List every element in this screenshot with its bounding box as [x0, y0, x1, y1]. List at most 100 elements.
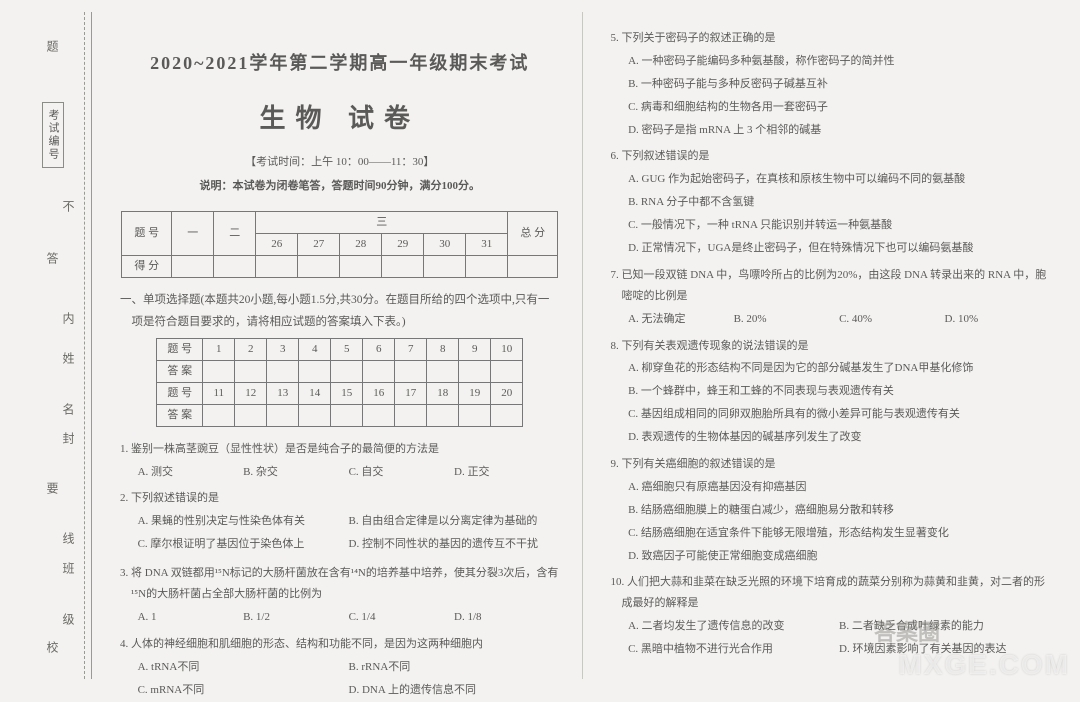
score-sub: 30: [424, 234, 466, 256]
q5-opt-a: A. 一种密码子能编码多种氨基酸，称作密码子的简并性: [611, 51, 1051, 72]
margin-char: 要: [44, 482, 61, 512]
margin-name-field: 姓 名: [60, 352, 77, 433]
q6-opt-b: B. RNA 分子中都不含氢键: [611, 192, 1051, 213]
q9-stem: 9. 下列有关癌细胞的叙述错误的是: [611, 454, 1051, 475]
q2-opt-d: D. 控制不同性状的基因的遗传互不干扰: [349, 534, 560, 555]
ans-cell: [427, 404, 459, 426]
margin-char: 封: [60, 432, 77, 462]
ans-num: 20: [491, 382, 523, 404]
ans-num: 4: [299, 339, 331, 361]
ans-num: 6: [363, 339, 395, 361]
score-cell: [340, 256, 382, 278]
ans-cell: [331, 404, 363, 426]
q10-opt-b: B. 二者缺乏合成叶绿素的能力: [839, 616, 1050, 637]
score-cell: [172, 256, 214, 278]
q10-options: A. 二者均发生了遗传信息的改变 B. 二者缺乏合成叶绿素的能力 C. 黑暗中植…: [611, 616, 1051, 662]
section1-heading: 一、单项选择题(本题共20小题,每小题1.5分,共30分。在题目所给的四个选项中…: [120, 290, 560, 334]
q6-opt-d: D. 正常情况下，UGA是终止密码子，但在特殊情况下也可以编码氨基酸: [611, 238, 1051, 259]
ans-num: 13: [267, 382, 299, 404]
q5-opt-c: C. 病毒和细胞结构的生物各用一套密码子: [611, 97, 1051, 118]
q5-opt-b: B. 一种密码子能与多种反密码子碱基互补: [611, 74, 1051, 95]
q4-opt-c: C. mRNA不同: [138, 680, 349, 701]
q3-options: A. 1 B. 1/2 C. 1/4 D. 1/8: [120, 607, 560, 628]
q10-opt-d: D. 环境因素影响了有关基因的表达: [839, 639, 1050, 660]
q4-opt-b: B. rRNA不同: [349, 657, 560, 678]
score-cell: [382, 256, 424, 278]
score-cell: [508, 256, 558, 278]
margin-class-field: 班 级: [60, 562, 77, 643]
margin-char: 内: [60, 312, 77, 342]
q9-opt-a: A. 癌细胞只有原癌基因没有抑癌基因: [611, 477, 1051, 498]
q8-opt-d: D. 表观遗传的生物体基因的碱基序列发生了改变: [611, 427, 1051, 448]
ans-rowlabel: 题 号: [157, 382, 203, 404]
q7-opt-d: D. 10%: [945, 309, 1050, 330]
ans-cell: [363, 360, 395, 382]
q4-opt-d: D. DNA 上的遗传信息不同: [349, 680, 560, 701]
ans-num: 12: [235, 382, 267, 404]
score-cell: [298, 256, 340, 278]
score-cell: [466, 256, 508, 278]
margin-char: 校: [44, 641, 61, 671]
ans-rowlabel: 题 号: [157, 339, 203, 361]
ans-cell: [427, 360, 459, 382]
q2-opt-a: A. 果蝇的性别决定与性染色体有关: [138, 511, 349, 532]
q1-opt-d: D. 正交: [454, 462, 559, 483]
q8-opt-a: A. 柳穿鱼花的形态结构不同是因为它的部分碱基发生了DNA甲基化修饰: [611, 358, 1051, 379]
score-sub: 29: [382, 234, 424, 256]
q9-opt-c: C. 结肠癌细胞在适宜条件下能够无限增殖，形态结构发生显著变化: [611, 523, 1051, 544]
score-col: 一: [172, 212, 214, 256]
q2-stem: 2. 下列叙述错误的是: [120, 488, 560, 509]
ans-cell: [267, 360, 299, 382]
ans-num: 8: [427, 339, 459, 361]
q1-opt-b: B. 杂交: [243, 462, 348, 483]
margin-char: 不: [60, 200, 77, 230]
ans-num: 3: [267, 339, 299, 361]
q6-opt-a: A. GUG 作为起始密码子，在真核和原核生物中可以编码不同的氨基酸: [611, 169, 1051, 190]
ans-cell: [331, 360, 363, 382]
ans-num: 15: [331, 382, 363, 404]
ans-cell: [491, 404, 523, 426]
ans-cell: [299, 404, 331, 426]
exam-title: 2020~2021学年第二学期高一年级期末考试: [120, 46, 560, 80]
q3-opt-a: A. 1: [138, 607, 243, 628]
q8-stem: 8. 下列有关表观遗传现象的说法错误的是: [611, 336, 1051, 357]
score-cell: [256, 256, 298, 278]
q7-opt-c: C. 40%: [839, 309, 944, 330]
ans-rowlabel: 答 案: [157, 404, 203, 426]
ans-num: 11: [203, 382, 235, 404]
ans-cell: [235, 404, 267, 426]
q4-opt-a: A. tRNA不同: [138, 657, 349, 678]
ans-num: 19: [459, 382, 491, 404]
q2-opt-c: C. 摩尔根证明了基因位于染色体上: [138, 534, 349, 555]
q7-stem: 7. 已知一段双链 DNA 中，鸟嘌呤所占的比例为20%，由这段 DNA 转录出…: [611, 265, 1051, 307]
ans-num: 10: [491, 339, 523, 361]
ans-cell: [395, 404, 427, 426]
score-sub: 28: [340, 234, 382, 256]
q2-options: A. 果蝇的性别决定与性染色体有关 B. 自由组合定律是以分离定律为基础的 C.…: [120, 511, 560, 557]
score-sub: 27: [298, 234, 340, 256]
q2-opt-b: B. 自由组合定律是以分离定律为基础的: [349, 511, 560, 532]
margin-char: 题: [44, 40, 61, 70]
q4-stem: 4. 人体的神经细胞和肌细胞的形态、结构和功能不同，是因为这两种细胞内: [120, 634, 560, 655]
q4-options: A. tRNA不同 B. rRNA不同 C. mRNA不同 D. DNA 上的遗…: [120, 657, 560, 702]
q10-stem: 10. 人们把大蒜和韭菜在缺乏光照的环境下培育成的蔬菜分别称为蒜黄和韭黄，对二者…: [611, 572, 1051, 614]
exam-subject: 生物 试卷: [120, 94, 560, 143]
ans-num: 18: [427, 382, 459, 404]
score-table: 题 号 一 二 三 总 分 26 27 28 29 30 31 得 分: [121, 211, 558, 278]
q8-opt-b: B. 一个蜂群中，蜂王和工蜂的不同表现与表观遗传有关: [611, 381, 1051, 402]
q10-opt-c: C. 黑暗中植物不进行光合作用: [628, 639, 839, 660]
q6-opt-c: C. 一般情况下，一种 tRNA 只能识别并转运一种氨基酸: [611, 215, 1051, 236]
ans-num: 5: [331, 339, 363, 361]
exam-note: 说明：本试卷为闭卷笔答，答题时间90分钟，满分100分。: [120, 176, 560, 197]
ans-num: 2: [235, 339, 267, 361]
q3-opt-d: D. 1/8: [454, 607, 559, 628]
q7-opt-a: A. 无法确定: [628, 309, 733, 330]
ans-cell: [363, 404, 395, 426]
ans-cell: [299, 360, 331, 382]
ans-num: 14: [299, 382, 331, 404]
q6-stem: 6. 下列叙述错误的是: [611, 146, 1051, 167]
q1-options: A. 测交 B. 杂交 C. 自交 D. 正交: [120, 462, 560, 483]
q1-stem: 1. 鉴别一株高茎豌豆（显性性状）是否是纯合子的最简便的方法是: [120, 439, 560, 460]
ans-cell: [395, 360, 427, 382]
ans-num: 1: [203, 339, 235, 361]
